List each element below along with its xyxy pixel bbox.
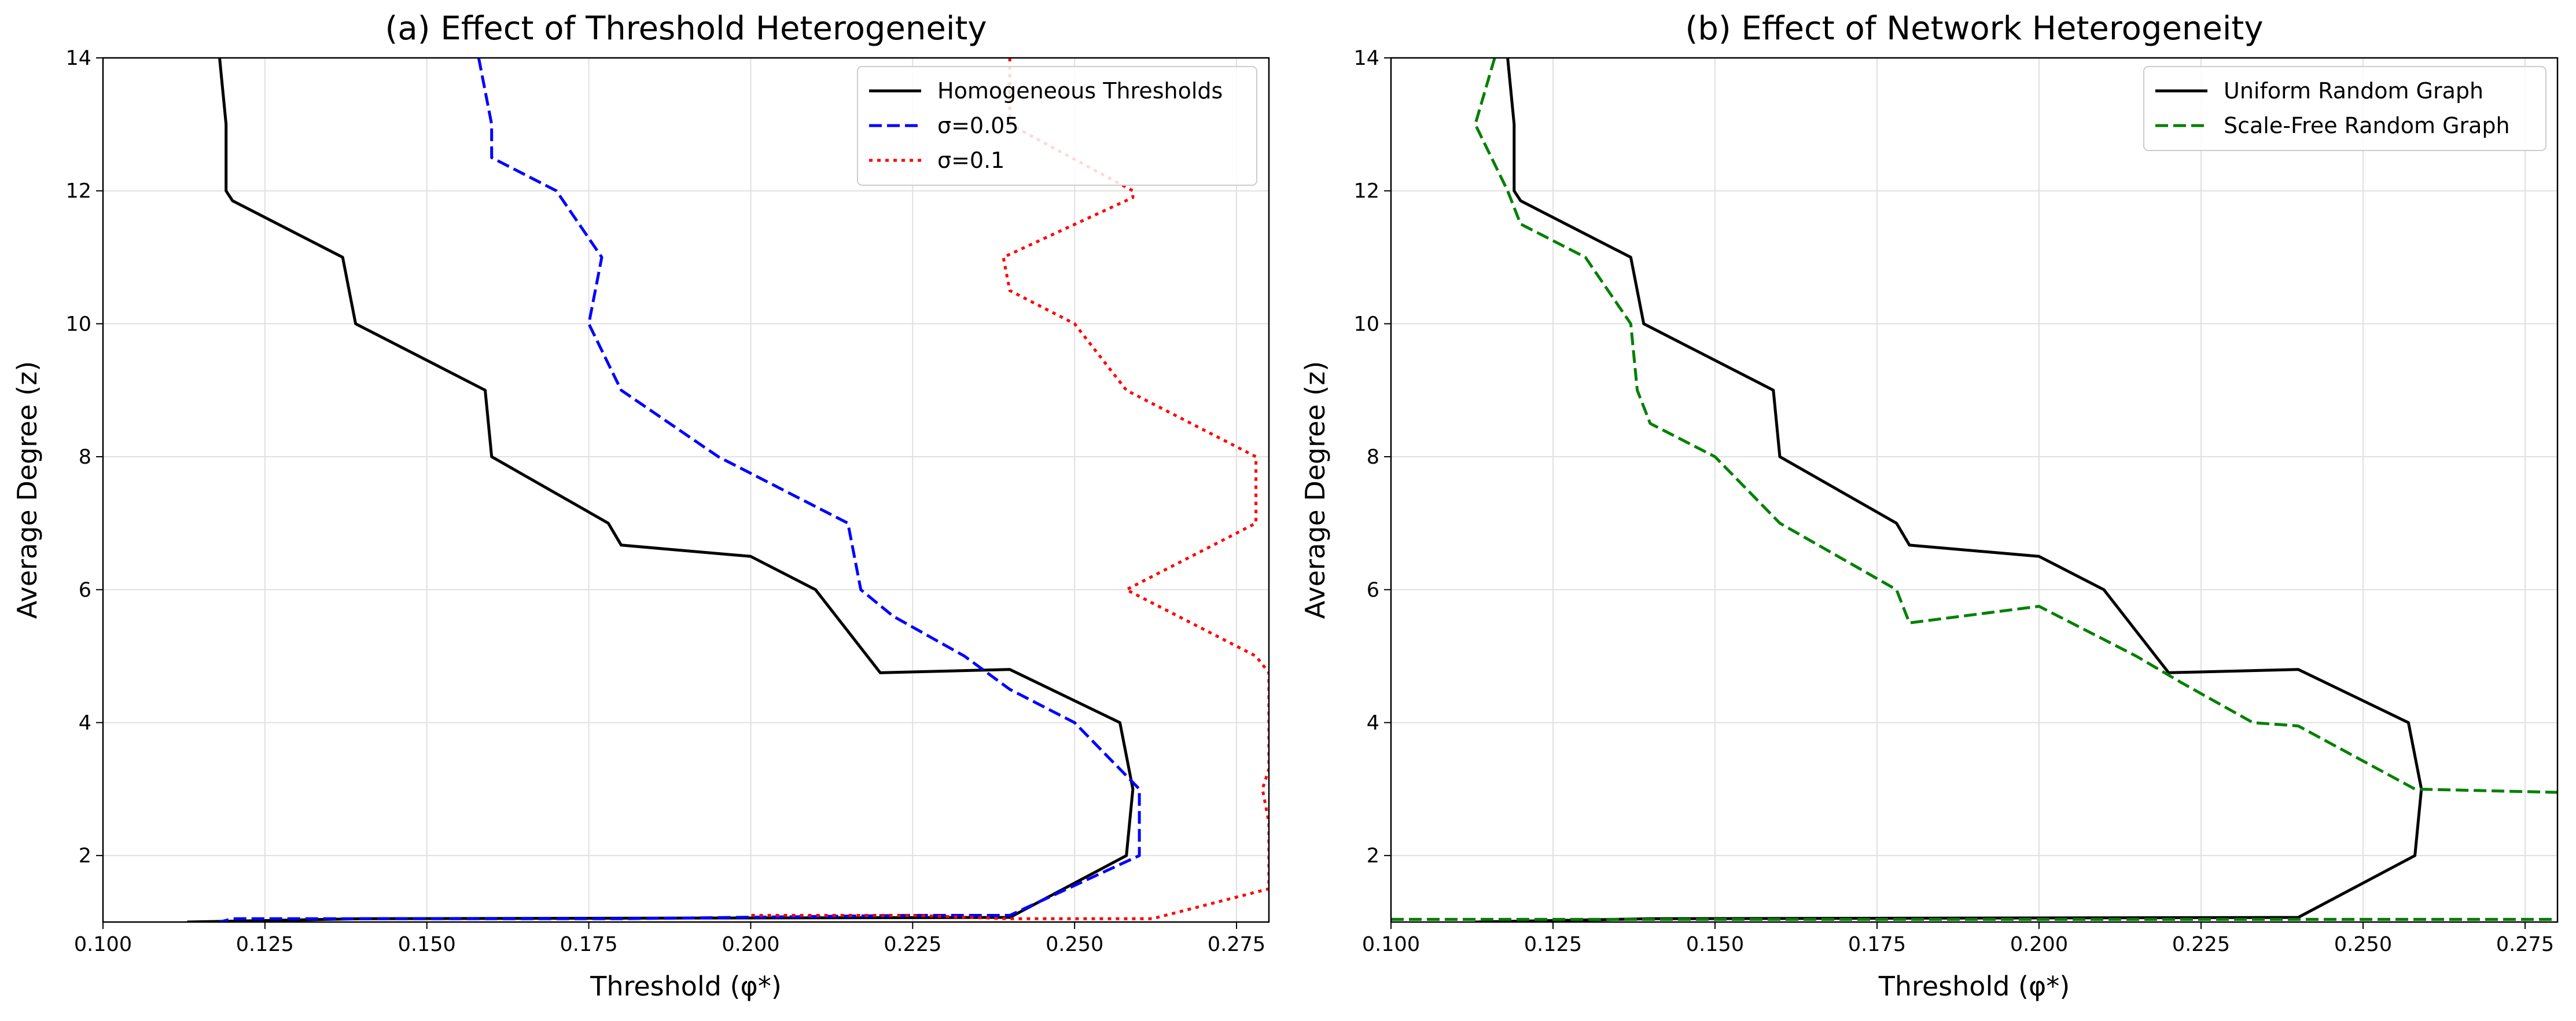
legend-label: Homogeneous Thresholds: [937, 78, 1223, 104]
y-tick-label: 6: [79, 579, 91, 602]
y-tick-label: 14: [65, 47, 91, 70]
y-tick-label: 10: [65, 313, 91, 336]
series-line-scale-free-random-graph: [1474, 58, 2557, 794]
x-tick-label: 0.225: [2172, 933, 2230, 956]
y-tick-label: 14: [1353, 47, 1379, 70]
y-tick-label: 4: [79, 711, 91, 734]
y-tick-label: 10: [1353, 313, 1379, 336]
x-tick-label: 0.150: [1686, 933, 1744, 956]
x-tick-label: 0.100: [1362, 933, 1420, 956]
x-tick-label: 0.200: [2010, 933, 2068, 956]
x-tick-label: 0.150: [398, 933, 456, 956]
panel-a: 0.100 0.125 0.150 0.175 0.200 0.225 0.250 0.275…: [12, 10, 1270, 1002]
plot-frame: [102, 57, 1270, 923]
legend-box: [857, 66, 1257, 186]
x-tick-label: 0.275: [2496, 933, 2554, 956]
x-tick-label: 0.100: [74, 933, 132, 956]
x-tick-label: 0.175: [1848, 933, 1906, 956]
legend-label: Uniform Random Graph: [2224, 78, 2483, 104]
panel-b: 0.100 0.125 0.150 0.175 0.200 0.225 0.250 0.275…: [1300, 10, 2559, 1002]
x-tick-label: 0.125: [236, 933, 294, 956]
y-tick-label: 2: [79, 844, 91, 868]
x-tick-label: 0.200: [722, 933, 779, 956]
legend-box: [2143, 66, 2546, 151]
x-axis-label: Threshold (φ*): [1878, 971, 2070, 1002]
legend-label: Scale-Free Random Graph: [2224, 113, 2510, 138]
series-line-homogeneous-thresholds: [187, 58, 1135, 922]
chart-title: (b) Effect of Network Heterogeneity: [1685, 10, 2263, 47]
x-tick-label: 0.275: [1208, 933, 1265, 956]
series-line--0-1: [750, 58, 1269, 920]
y-tick-label: 8: [1367, 446, 1379, 469]
x-tick-label: 0.250: [1046, 933, 1103, 956]
x-tick-label: 0.225: [884, 933, 941, 956]
y-tick-label: 2: [1367, 844, 1379, 868]
y-tick-label: 8: [79, 446, 91, 469]
legend-label: σ=0.05: [937, 113, 1019, 138]
legend-label: σ=0.1: [937, 148, 1004, 173]
x-axis-label: Threshold (φ*): [590, 971, 782, 1002]
y-axis-label: Average Degree (z): [12, 361, 43, 619]
series-line-uniform-random-graph: [1475, 58, 2423, 922]
plot-frame: [1390, 57, 2559, 923]
y-tick-label: 12: [1353, 180, 1379, 203]
x-tick-label: 0.250: [2334, 933, 2392, 956]
y-tick-label: 4: [1367, 711, 1379, 734]
x-tick-label: 0.175: [560, 933, 617, 956]
x-tick-label: 0.125: [1524, 933, 1582, 956]
series-line--0-05: [219, 58, 1141, 922]
y-tick-label: 6: [1367, 579, 1379, 602]
y-tick-label: 12: [65, 180, 91, 203]
y-axis-label: Average Degree (z): [1300, 361, 1331, 619]
chart-title: (a) Effect of Threshold Heterogeneity: [385, 10, 987, 47]
